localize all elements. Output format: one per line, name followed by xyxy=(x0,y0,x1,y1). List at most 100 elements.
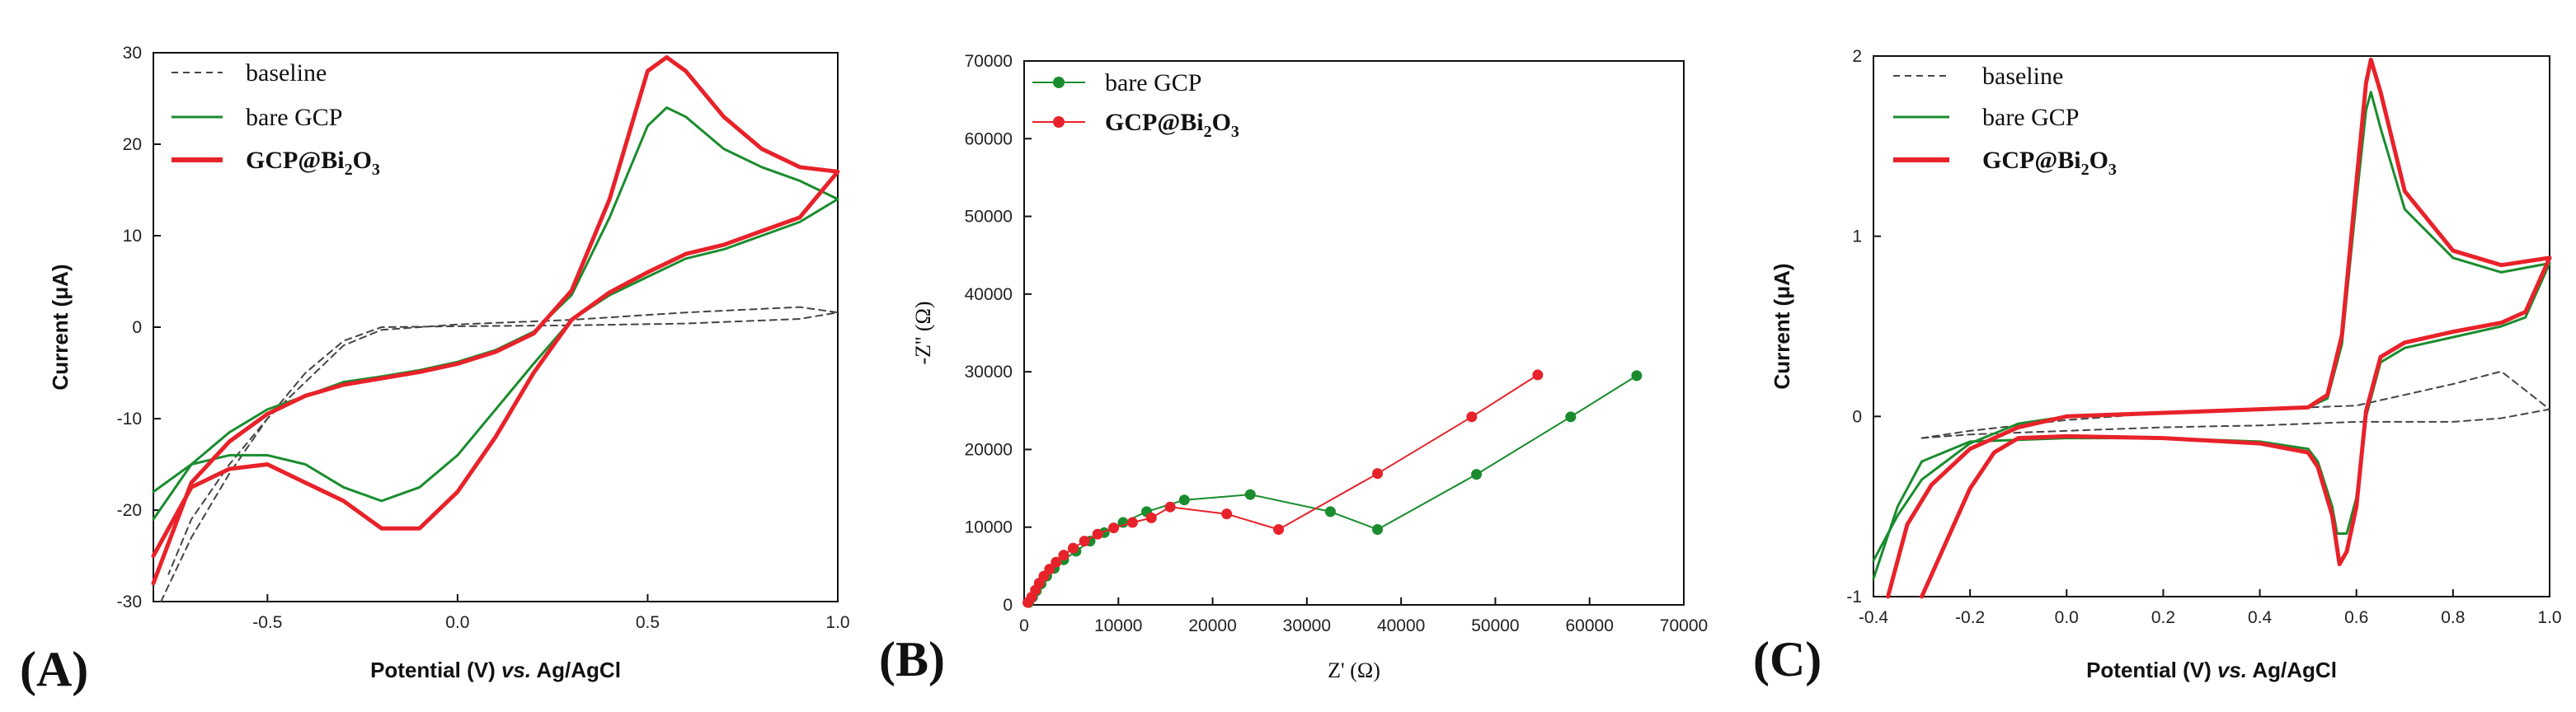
series-line-c-0 xyxy=(1920,370,2550,439)
panel-label-c: (C) xyxy=(1753,632,1822,686)
tick-group-a: -0.5 0.0 0.5 1.0 -30 -20 -10 0 10 20 30 xyxy=(117,44,850,632)
legend-label-mod-a: GCP@Bi2O3 xyxy=(246,147,380,179)
panel-label-b: (B) xyxy=(879,632,945,686)
y-tick-label-b: 70000 xyxy=(965,52,1013,71)
x-axis-label-a: Potential (V) vs. Ag/AgCl xyxy=(370,658,621,682)
data-point-b-1 xyxy=(1092,528,1103,540)
series-line-a-2 xyxy=(151,55,840,586)
panel-b: 0 10000 20000 30000 40000 50000 60000 70000 0 100… xyxy=(879,52,1708,686)
legend-a: baseline bare GCP GCP@Bi2O3 xyxy=(172,59,380,179)
x-tick-label-c: -0.4 xyxy=(1859,608,1889,627)
x-tick-label-b: 20000 xyxy=(1188,616,1236,635)
legend-b: bare GCP GCP@Bi2O3 xyxy=(1032,69,1239,141)
y-tick-label-b: 40000 xyxy=(965,285,1013,304)
y-tick-label-a: -20 xyxy=(117,501,142,520)
data-point-b-1 xyxy=(1466,411,1478,423)
data-point-b-1 xyxy=(1221,508,1233,520)
legend-marker-mod-b xyxy=(1053,116,1065,128)
data-point-b-1 xyxy=(1051,556,1062,568)
data-point-b-0 xyxy=(1565,411,1577,423)
series-line-c-1 xyxy=(1872,91,2551,580)
y-tick-label-a: -30 xyxy=(117,593,142,611)
x-tick-label-a: 1.0 xyxy=(825,613,849,632)
series-line-b-1 xyxy=(1027,373,1539,604)
y-tick-label-a: 20 xyxy=(123,135,142,154)
series-group-b xyxy=(1022,369,1643,608)
y-axis-label-c: Current (μA) xyxy=(1770,263,1794,389)
legend-marker-bare-b xyxy=(1053,77,1065,88)
y-tick-label-c: 1 xyxy=(1852,227,1862,246)
panel-label-a: (A) xyxy=(20,642,88,696)
x-tick-label-c: 1.0 xyxy=(2537,608,2561,627)
x-tick-label-b: 70000 xyxy=(1660,616,1708,635)
plot-frame-b xyxy=(1023,60,1685,606)
y-tick-label-c: 2 xyxy=(1852,47,1862,66)
x-tick-label-b: 40000 xyxy=(1377,616,1425,635)
data-point-b-1 xyxy=(1145,512,1157,523)
data-point-b-1 xyxy=(1058,550,1069,561)
x-tick-label-b: 50000 xyxy=(1471,616,1519,635)
plot-frame-c xyxy=(1873,55,2550,597)
series-line-b-0 xyxy=(1027,374,1638,604)
x-tick-label-b: 30000 xyxy=(1283,616,1331,635)
x-tick-label-a: -0.5 xyxy=(252,613,282,632)
x-tick-label-b: 10000 xyxy=(1094,616,1142,635)
y-tick-label-b: 60000 xyxy=(965,129,1013,148)
data-point-b-1 xyxy=(1079,536,1090,547)
x-tick-label-a: 0.5 xyxy=(636,613,660,632)
legend-label-bare-b: bare GCP xyxy=(1105,69,1201,96)
legend-label-bare-a: bare GCP xyxy=(246,104,342,131)
data-point-b-1 xyxy=(1372,468,1384,480)
y-axis-label-a: Current (μA) xyxy=(48,264,73,390)
legend-label-mod-b: GCP@Bi2O3 xyxy=(1105,109,1239,141)
x-tick-label-a: 0.0 xyxy=(445,613,469,632)
data-point-b-0 xyxy=(1324,506,1336,518)
data-point-b-1 xyxy=(1126,517,1138,528)
y-tick-label-b: 0 xyxy=(1003,596,1013,615)
series-group-c xyxy=(1872,57,2552,599)
x-tick-label-c: -0.2 xyxy=(1955,608,1985,627)
data-point-b-0 xyxy=(1178,494,1190,506)
series-line-a-0 xyxy=(160,306,839,602)
y-tick-label-a: 10 xyxy=(123,227,142,246)
legend-label-baseline-c: baseline xyxy=(1982,63,2063,90)
x-tick-label-c: 0.4 xyxy=(2248,608,2273,627)
y-tick-label-b: 30000 xyxy=(965,363,1013,382)
x-tick-label-b: 0 xyxy=(1019,616,1029,635)
y-tick-label-a: -10 xyxy=(117,410,142,429)
x-tick-label-b: 60000 xyxy=(1566,616,1614,635)
data-point-b-1 xyxy=(1273,524,1285,536)
panel-c: -0.4 -0.2 0.0 0.2 0.4 0.6 0.8 1.0 -1 0 1 2 Potentia… xyxy=(1753,47,2562,686)
x-tick-label-c: 0.0 xyxy=(2055,608,2079,627)
y-tick-label-a: 30 xyxy=(123,44,142,63)
x-axis-label-c: Potential (V) vs. Ag/AgCl xyxy=(2086,658,2337,682)
series-group-a xyxy=(151,55,840,602)
plot-frame-a xyxy=(153,52,839,602)
y-tick-label-b: 20000 xyxy=(965,440,1013,459)
series-line-c-2 xyxy=(1886,57,2552,599)
y-tick-label-b: 10000 xyxy=(965,518,1013,537)
y-tick-label-c: 0 xyxy=(1852,407,1862,426)
data-point-b-0 xyxy=(1244,489,1256,500)
y-axis-label-b: -Z'' (Ω) xyxy=(911,301,935,364)
data-point-b-0 xyxy=(1471,469,1483,480)
y-tick-label-a: 0 xyxy=(132,318,142,337)
x-tick-label-c: 0.2 xyxy=(2151,608,2175,627)
tick-group-b: 0 10000 20000 30000 40000 50000 60000 70000 0 100… xyxy=(965,52,1709,635)
data-point-b-0 xyxy=(1631,370,1643,382)
data-point-b-1 xyxy=(1044,564,1055,575)
legend-label-bare-c: bare GCP xyxy=(1982,104,2079,131)
x-axis-label-b: Z' (Ω) xyxy=(1328,658,1380,682)
y-tick-label-c: -1 xyxy=(1846,588,1862,607)
tick-group-c: -0.4 -0.2 0.0 0.2 0.4 0.6 0.8 1.0 -1 0 1 2 xyxy=(1846,47,2561,627)
legend-c: baseline bare GCP GCP@Bi2O3 xyxy=(1893,63,2117,179)
data-point-b-1 xyxy=(1164,501,1176,513)
x-tick-label-c: 0.6 xyxy=(2344,608,2368,627)
x-tick-label-c: 0.8 xyxy=(2441,608,2465,627)
data-point-b-1 xyxy=(1108,522,1120,534)
y-tick-label-b: 50000 xyxy=(965,208,1013,227)
legend-label-mod-c: GCP@Bi2O3 xyxy=(1982,147,2117,179)
data-point-b-1 xyxy=(1532,369,1544,381)
data-point-b-0 xyxy=(1372,524,1384,536)
